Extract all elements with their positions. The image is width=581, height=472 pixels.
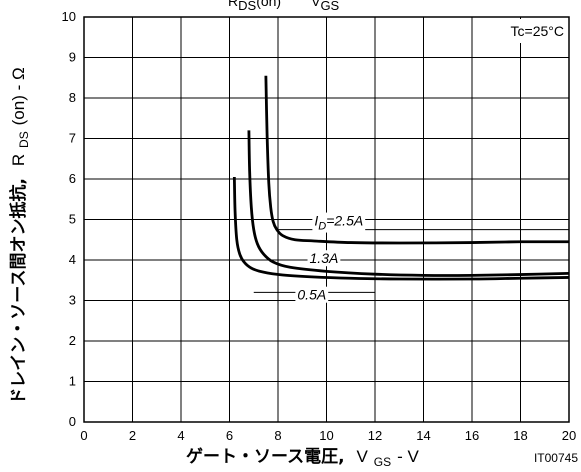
- y-tick-label: 10: [62, 9, 76, 24]
- curve-labels: ID=2.5A 1.3A 0.5A: [295, 212, 366, 303]
- x-tick-label: 10: [319, 428, 333, 443]
- x-tick-label: 2: [129, 428, 136, 443]
- y-axis-label-main: ドレイン・ソース間オン抵抗,: [8, 178, 29, 405]
- title-v-sub: GS: [320, 0, 339, 13]
- y-axis-label-subscript: DS: [17, 131, 31, 148]
- y-tick-label: 0: [69, 414, 76, 429]
- y-tick-labels: 0 1 2 3 4 5 6 7 8 9 10: [62, 9, 76, 429]
- series-line-1.3A: [247, 130, 570, 277]
- y-tick-label: 4: [69, 252, 76, 267]
- curve-label-bg: [295, 286, 329, 303]
- series-line-ID=2.5A: [264, 75, 570, 245]
- y-tick-label: 7: [69, 131, 76, 146]
- curve-label-value: 0.5A: [297, 287, 326, 303]
- y-tick-label: 1: [69, 374, 76, 389]
- title-r: R: [228, 0, 238, 9]
- curve-label-text: 0.5A: [297, 287, 326, 303]
- condition-box: [506, 19, 567, 43]
- x-tick-label: 6: [226, 428, 233, 443]
- title-v: V: [311, 0, 321, 9]
- y-tick-label: 2: [69, 333, 76, 348]
- curve-label-subscript: D: [318, 221, 326, 233]
- y-tick-label: 3: [69, 293, 76, 308]
- y-axis-label: ドレイン・ソース間オン抵抗, R DS (on) - Ω: [8, 67, 33, 404]
- data-series: [232, 75, 570, 281]
- x-axis-label: ゲート・ソース電圧, V GS - V: [186, 446, 419, 471]
- curve-label-value: 1.3A: [310, 250, 339, 266]
- x-tick-label: 0: [80, 428, 87, 443]
- chart-title: RDS(on) VGS: [228, 0, 340, 13]
- curve-label-ID=2.5A: ID=2.5A: [312, 212, 366, 233]
- y-axis-label-unit: (on) - Ω: [9, 67, 28, 125]
- title-r-sub: DS: [238, 0, 256, 13]
- figure-code: IT00745: [534, 451, 578, 465]
- curve-label-bg: [307, 250, 341, 267]
- plot-frame: [83, 16, 570, 423]
- y-tick-label: 9: [69, 50, 76, 65]
- x-tick-label: 4: [177, 428, 184, 443]
- x-tick-label: 16: [465, 428, 479, 443]
- x-axis-label-main: ゲート・ソース電圧,: [186, 446, 345, 467]
- y-tick-label: 8: [69, 90, 76, 105]
- x-axis-label-subscript: GS: [374, 455, 391, 469]
- curve-label-value: =2.5A: [326, 213, 363, 229]
- y-axis-label-symbol: R: [9, 154, 28, 166]
- curve-label-text: 1.3A: [310, 250, 339, 266]
- x-tick-labels: 0 2 4 6 8 10 12 14 16 18 20: [80, 428, 576, 443]
- y-tick-label: 5: [69, 212, 76, 227]
- chart-title-text: RDS(on) VGS: [228, 0, 340, 13]
- x-tick-label: 18: [513, 428, 527, 443]
- series-line-0.5A: [232, 176, 570, 281]
- curve-label-text: ID=2.5A: [314, 213, 363, 233]
- x-axis-label-symbol: V: [357, 447, 369, 466]
- condition-label: Tc=25°C: [511, 23, 564, 39]
- curve-label-symbol: I: [314, 213, 318, 229]
- x-tick-label: 20: [562, 428, 576, 443]
- curve-label-1.3A: 1.3A: [307, 250, 341, 267]
- title-r-tail: (on): [256, 0, 281, 9]
- x-tick-label: 12: [368, 428, 382, 443]
- x-axis-label-unit: - V: [397, 447, 419, 466]
- y-tick-label: 6: [69, 171, 76, 186]
- curve-label-0.5A: 0.5A: [295, 286, 329, 303]
- curve-label-bg: [312, 212, 366, 233]
- x-tick-label: 14: [416, 428, 430, 443]
- x-tick-label: 8: [274, 428, 281, 443]
